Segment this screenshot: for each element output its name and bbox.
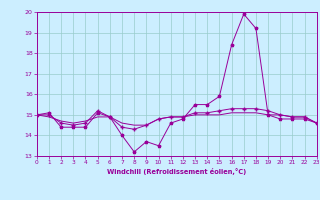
X-axis label: Windchill (Refroidissement éolien,°C): Windchill (Refroidissement éolien,°C) bbox=[107, 168, 246, 175]
